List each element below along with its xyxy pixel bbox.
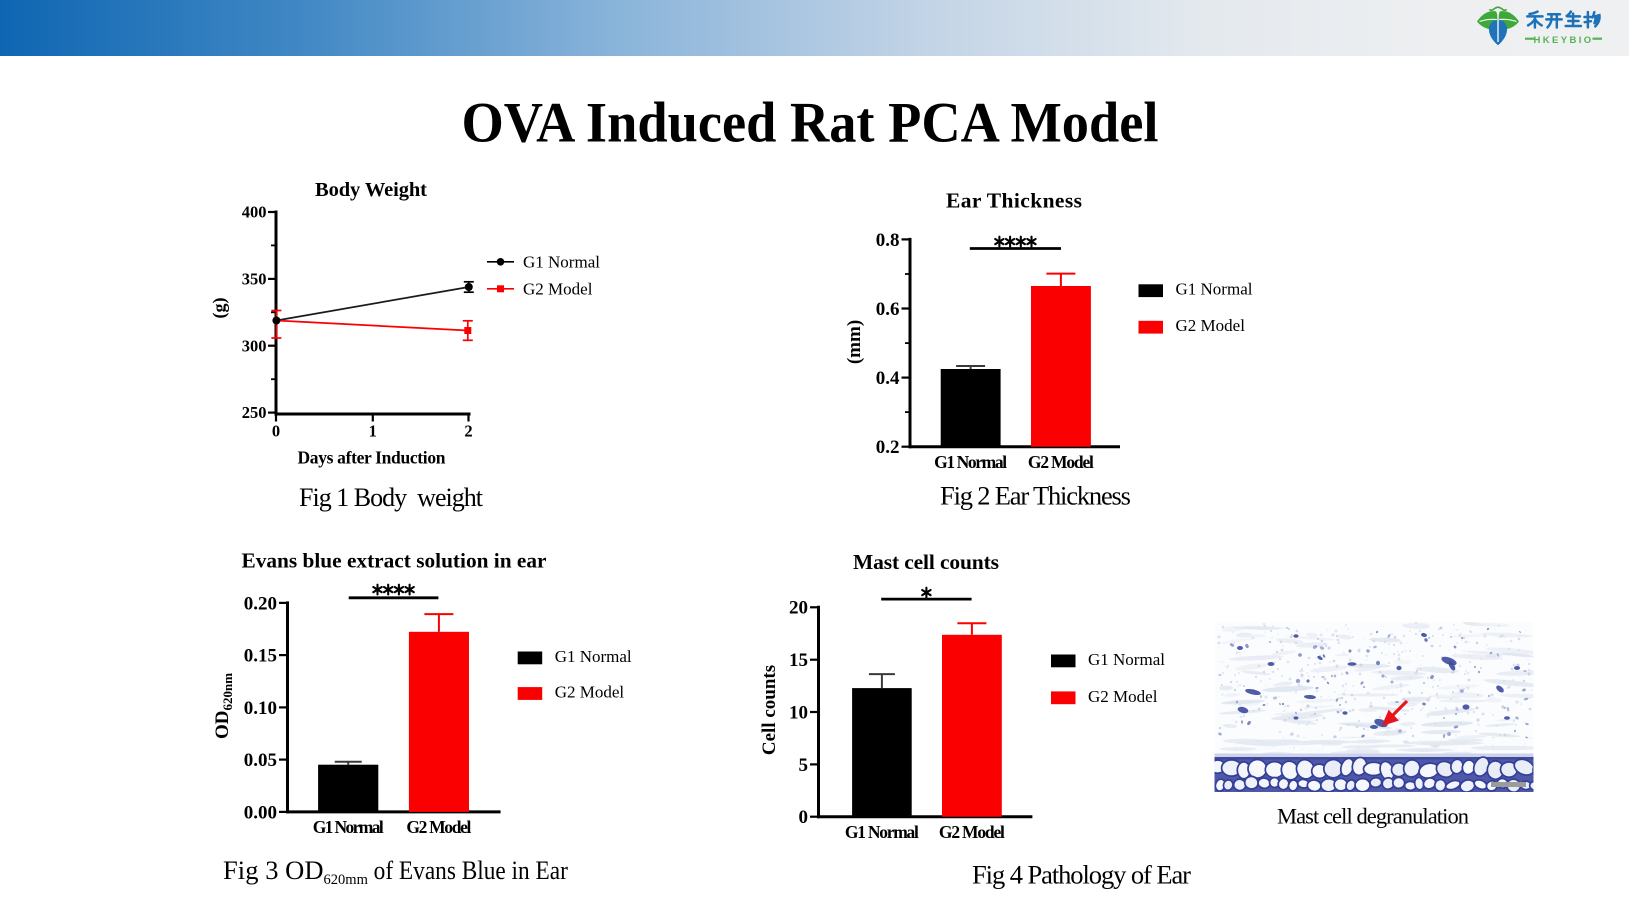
svg-text:G2 Model: G2 Model (1176, 316, 1246, 335)
svg-text:10: 10 (789, 702, 808, 723)
svg-text:G2 Model: G2 Model (1088, 687, 1158, 706)
svg-text:Evans blue extract solution in: Evans blue extract solution in ear (242, 549, 547, 573)
svg-text:G1 Normal: G1 Normal (1176, 280, 1253, 299)
svg-text:15: 15 (789, 650, 808, 671)
svg-text:Fig 2 Ear Thickness: Fig 2 Ear Thickness (940, 481, 1131, 511)
svg-text:G1 Normal: G1 Normal (934, 452, 1007, 472)
svg-text:0: 0 (272, 422, 280, 441)
svg-text:0: 0 (799, 807, 809, 828)
svg-text:OVA Induced Rat PCA Model: OVA Induced Rat PCA Model (462, 92, 1159, 155)
svg-text:0.4: 0.4 (876, 368, 900, 389)
svg-text:0.6: 0.6 (876, 299, 900, 320)
svg-text:Body Weight: Body Weight (315, 179, 427, 201)
svg-text:Mast cell counts: Mast cell counts (853, 550, 999, 574)
svg-text:350: 350 (242, 270, 267, 289)
svg-text:Days after Induction: Days after Induction (298, 448, 446, 468)
svg-text:Fig 1 Body weight: Fig 1 Body weight (299, 483, 484, 512)
svg-text:G1 Normal: G1 Normal (313, 817, 384, 837)
svg-text:0.2: 0.2 (876, 437, 900, 458)
svg-text:2: 2 (464, 422, 472, 441)
svg-text:G1 Normal: G1 Normal (555, 647, 632, 666)
svg-text:Ear Thickness: Ear Thickness (946, 189, 1082, 213)
svg-text:(mm): (mm) (844, 320, 865, 364)
svg-text:G1 Normal: G1 Normal (845, 822, 919, 842)
svg-text:20: 20 (789, 598, 808, 619)
svg-text:0.05: 0.05 (244, 750, 277, 771)
svg-text:Fig 4 Pathology of Ear: Fig 4 Pathology of Ear (972, 860, 1191, 890)
svg-text:(g): (g) (209, 298, 230, 319)
svg-text:Fig 3 OD620mm of Evans Blue in: Fig 3 OD620mm of Evans Blue in Ear (223, 855, 568, 888)
svg-text:G2 Model: G2 Model (1028, 452, 1094, 472)
svg-text:G2 Model: G2 Model (939, 822, 1005, 842)
svg-text:250: 250 (242, 403, 267, 422)
svg-text:G2 Model: G2 Model (406, 817, 471, 837)
svg-text:0.15: 0.15 (244, 646, 277, 667)
svg-text:Cell counts: Cell counts (759, 665, 780, 755)
svg-text:0.00: 0.00 (244, 802, 277, 823)
svg-text:5: 5 (799, 755, 809, 776)
svg-text:0.8: 0.8 (876, 230, 900, 251)
svg-text:HKEYBIO: HKEYBIO (1533, 35, 1593, 46)
svg-text:G2 Model: G2 Model (523, 279, 593, 298)
svg-text:0.10: 0.10 (244, 698, 277, 719)
svg-text:0.20: 0.20 (244, 593, 277, 614)
svg-text:G1 Normal: G1 Normal (523, 252, 600, 271)
svg-text:Mast cell degranulation: Mast cell degranulation (1277, 804, 1469, 829)
svg-text:400: 400 (242, 203, 267, 222)
svg-text:300: 300 (242, 336, 267, 355)
svg-text:OD620nm: OD620nm (212, 673, 235, 739)
svg-text:G1 Normal: G1 Normal (1088, 650, 1165, 669)
svg-text:1: 1 (369, 422, 377, 441)
svg-text:G2 Model: G2 Model (555, 683, 625, 702)
